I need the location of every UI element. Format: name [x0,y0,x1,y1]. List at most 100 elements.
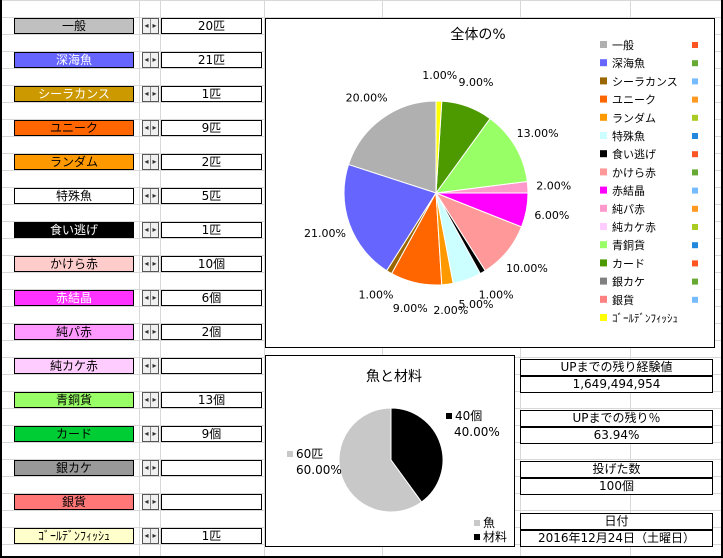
pie-chart-panel[interactable]: 全体の% 20.00% 21.00% 1.00% 9.00% 2.00% 5.00% 1.0… [265,18,715,348]
increment-arrow-icon[interactable]: ▸ [150,427,158,441]
legend-marker [692,260,698,267]
grid-column-line [264,0,265,556]
legend-swatch [600,186,607,194]
item-count: 1匹 [161,222,262,238]
decrement-arrow-icon[interactable]: ◂ [144,395,149,404]
pie-slice [435,100,443,194]
decrement-arrow-icon[interactable]: ◂ [144,21,149,30]
count-spinner[interactable]: ◂ ▸ [142,222,159,238]
item-label: 純パ赤 [14,324,134,340]
legend-swatch [600,132,607,139]
increment-arrow-icon[interactable]: ▸ [150,495,158,509]
decrement-arrow-icon[interactable]: ◂ [144,89,149,98]
pie-data-label: 21.00% [304,227,346,240]
item-count [161,494,262,510]
legend-marker [692,60,698,67]
legend-label: かけら赤 [612,166,656,179]
item-label: カード [14,426,134,442]
mini-pie-slice [390,407,444,503]
item-count: 2個 [161,324,262,340]
count-spinner[interactable]: ◂ ▸ [142,358,159,374]
decrement-arrow-icon[interactable]: ◂ [144,327,149,336]
item-label: 深海魚 [14,52,134,68]
legend-marker [692,114,698,121]
mini-pie-slice [338,407,423,513]
count-spinner[interactable]: ◂ ▸ [142,426,159,442]
thrown-count-value: 100個 [520,478,713,495]
decrement-arrow-icon[interactable]: ◂ [144,191,149,200]
decrement-arrow-icon[interactable]: ◂ [144,293,149,302]
legend-swatch [600,41,607,48]
count-spinner[interactable]: ◂ ▸ [142,188,159,204]
legend-label: ランダム [612,111,656,125]
pie-data-label: 2.00% [433,304,468,317]
increment-arrow-icon[interactable]: ▸ [150,53,158,67]
count-spinner[interactable]: ◂ ▸ [142,86,159,102]
pie-data-label: 9.00% [393,302,428,315]
legend-marker [692,42,698,48]
legend-label-material: 材料 [483,530,507,544]
increment-arrow-icon[interactable]: ▸ [150,121,158,135]
material-percent-label: 40.00% [454,425,500,439]
legend-marker [692,133,698,139]
decrement-arrow-icon[interactable]: ◂ [144,259,149,268]
legend-marker [692,296,698,303]
count-spinner[interactable]: ◂ ▸ [142,460,159,476]
legend-label: 純パ赤 [612,203,645,216]
legend-marker [692,96,698,103]
count-spinner[interactable]: ◂ ▸ [142,256,159,272]
item-count: 1匹 [161,86,262,102]
increment-arrow-icon[interactable]: ▸ [150,393,158,407]
count-spinner[interactable]: ◂ ▸ [142,120,159,136]
count-spinner[interactable]: ◂ ▸ [142,290,159,306]
item-count: 5匹 [161,188,262,204]
increment-arrow-icon[interactable]: ▸ [150,257,158,271]
decrement-arrow-icon[interactable]: ◂ [144,429,149,438]
pie-data-label: 1.00% [422,69,457,82]
increment-arrow-icon[interactable]: ▸ [150,87,158,101]
legend-marker [692,242,698,249]
date-title: 日付 [520,513,713,530]
fish-material-chart: 魚と材料 40個 40.00% 60匹 60.00% 魚材料 [287,369,507,544]
item-label: 青銅貨 [14,392,134,408]
count-spinner[interactable]: ◂ ▸ [142,494,159,510]
decrement-arrow-icon[interactable]: ◂ [144,531,149,540]
legend-label: 青銅貨 [612,238,645,252]
legend-swatch-material [474,534,480,540]
legend-swatch [600,223,607,230]
increment-arrow-icon[interactable]: ▸ [150,291,158,305]
grid-column-line [139,0,140,556]
item-label: ランダム [14,154,134,170]
count-spinner[interactable]: ◂ ▸ [142,18,159,34]
increment-arrow-icon[interactable]: ▸ [150,461,158,475]
increment-arrow-icon[interactable]: ▸ [150,325,158,339]
count-spinner[interactable]: ◂ ▸ [142,324,159,340]
pie-slice [434,117,528,194]
count-spinner[interactable]: ◂ ▸ [142,392,159,408]
count-spinner[interactable]: ◂ ▸ [142,52,159,68]
fish-material-chart-title: 魚と材料 [366,369,422,385]
count-spinner[interactable]: ◂ ▸ [142,528,159,544]
increment-arrow-icon[interactable]: ▸ [150,223,158,237]
decrement-arrow-icon[interactable]: ◂ [144,157,149,166]
item-label: 一般 [14,18,134,34]
legend-label: ｺﾞｰﾙﾃﾞﾝﾌｨｯｼｭ [612,312,678,325]
item-count: 20匹 [161,18,262,34]
decrement-arrow-icon[interactable]: ◂ [144,497,149,506]
increment-arrow-icon[interactable]: ▸ [150,155,158,169]
fish-material-chart-panel[interactable]: 魚と材料 40個 40.00% 60匹 60.00% 魚材料 [265,355,515,547]
decrement-arrow-icon[interactable]: ◂ [144,55,149,64]
increment-arrow-icon[interactable]: ▸ [150,529,158,543]
decrement-arrow-icon[interactable]: ◂ [144,225,149,234]
decrement-arrow-icon[interactable]: ◂ [144,123,149,132]
material-label-swatch [446,413,452,419]
decrement-arrow-icon[interactable]: ◂ [144,361,149,370]
pie-data-label: 20.00% [346,92,388,105]
increment-arrow-icon[interactable]: ▸ [150,19,158,33]
increment-arrow-icon[interactable]: ▸ [150,359,158,373]
decrement-arrow-icon[interactable]: ◂ [144,463,149,472]
increment-arrow-icon[interactable]: ▸ [150,189,158,203]
count-spinner[interactable]: ◂ ▸ [142,154,159,170]
legend-swatch [600,295,607,303]
item-label: 銀カケ [14,460,134,476]
